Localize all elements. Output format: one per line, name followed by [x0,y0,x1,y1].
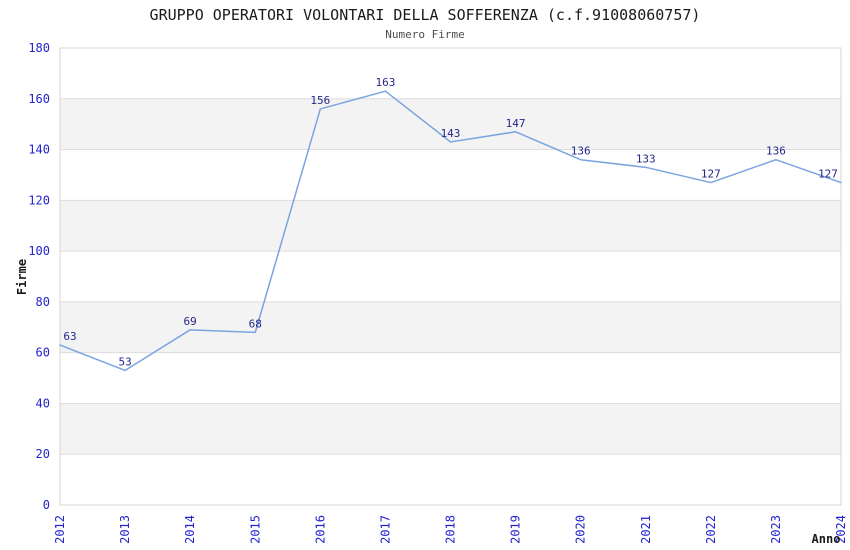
data-label: 53 [118,355,131,368]
y-tick-label: 140 [28,143,50,157]
data-label: 147 [506,117,526,130]
plot-band [60,352,841,404]
plot-band [60,403,841,455]
data-label: 69 [184,315,197,328]
y-tick-label: 160 [28,92,50,106]
data-label: 143 [441,127,461,140]
y-tick-label: 40 [36,396,50,410]
data-label: 156 [310,94,330,107]
plot-band [60,454,841,505]
x-tick-label: 2014 [183,515,197,544]
data-label: 163 [375,76,395,89]
plot-band [60,48,841,99]
x-tick-label: 2022 [704,515,718,544]
x-tick-label: 2024 [834,515,848,544]
x-tick-label: 2017 [378,515,392,544]
data-label: 133 [636,152,656,165]
plot-band [60,149,841,201]
y-tick-label: 100 [28,244,50,258]
chart-title: GRUPPO OPERATORI VOLONTARI DELLA SOFFERE… [149,6,701,24]
y-tick-label: 80 [36,295,50,309]
plot-band [60,251,841,302]
y-tick-label: 60 [36,346,50,360]
data-label: 136 [766,145,786,158]
x-tick-label: 2020 [574,515,588,544]
data-label: 68 [249,317,262,330]
x-tick-label: 2012 [53,515,67,544]
data-label: 127 [701,168,721,181]
data-label: 127 [818,168,838,181]
plot-band [60,200,841,252]
plot-border [59,47,842,506]
data-label: 63 [63,330,76,343]
chart-subtitle: Numero Firme [385,28,465,41]
x-tick-label: 2023 [769,515,783,544]
y-axis-title: Firme [15,259,29,295]
x-tick-label: 2013 [118,515,132,544]
y-tick-label: 120 [28,193,50,207]
x-tick-label: 2018 [444,515,458,544]
plot-band [60,301,841,353]
x-tick-label: 2021 [639,515,653,544]
x-tick-label: 2015 [248,515,262,544]
y-tick-label: 180 [28,41,50,55]
y-tick-label: 20 [36,447,50,461]
data-line [59,90,842,372]
x-tick-label: 2019 [509,515,523,544]
x-axis-title: Anno [812,532,841,546]
x-tick-label: 2016 [313,515,327,544]
data-label: 136 [571,145,591,158]
y-tick-label: 0 [43,498,50,512]
